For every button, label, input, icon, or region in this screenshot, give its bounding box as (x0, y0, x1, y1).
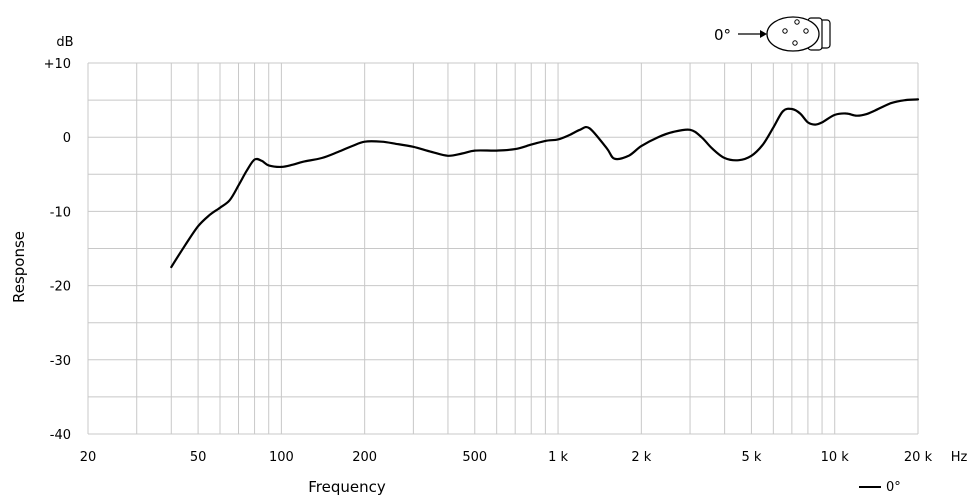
y-tick-label: -40 (50, 428, 71, 443)
legend: 0° (859, 480, 901, 495)
arrowhead-icon (760, 30, 767, 38)
capsule-dot-left (782, 28, 788, 34)
legend-label: 0° (886, 480, 901, 495)
icon-angle-label: 0° (714, 26, 731, 44)
x-unit-label: Hz (951, 450, 968, 465)
x-tick-label: 2 k (631, 450, 651, 465)
y-tick-label: +10 (44, 57, 71, 72)
grid (87, 62, 919, 435)
y-axis-ticks: +10 0 -10 -20 -30 -40 (44, 57, 71, 443)
x-tick-label: 10 k (821, 450, 850, 465)
x-tick-label: 1 k (548, 450, 568, 465)
y-tick-label: -20 (50, 280, 71, 295)
capsule-dot-right (803, 28, 809, 34)
y-tick-label: 0 (63, 131, 71, 146)
capsule-face (766, 16, 820, 52)
x-tick-label: 200 (352, 450, 377, 465)
microphone-capsule-icon: 0° (714, 16, 831, 52)
y-unit-label: dB (56, 35, 73, 50)
y-axis-title: Response (10, 231, 28, 303)
x-tick-label: 20 k (904, 450, 933, 465)
x-tick-label: 100 (269, 450, 294, 465)
x-axis-ticks: 20 50 100 200 500 1 k 2 k 5 k 10 k 20 k (80, 450, 933, 465)
x-tick-label: 50 (190, 450, 207, 465)
x-tick-label: 20 (80, 450, 97, 465)
x-tick-label: 500 (462, 450, 487, 465)
capsule-dot-bottom (792, 40, 798, 46)
capsule-dot-top (794, 19, 800, 25)
x-axis-title: Frequency (308, 478, 386, 496)
x-tick-label: 5 k (741, 450, 761, 465)
y-tick-label: -10 (50, 205, 71, 220)
series-line-0deg (170, 98, 920, 269)
y-tick-label: -30 (50, 354, 71, 369)
